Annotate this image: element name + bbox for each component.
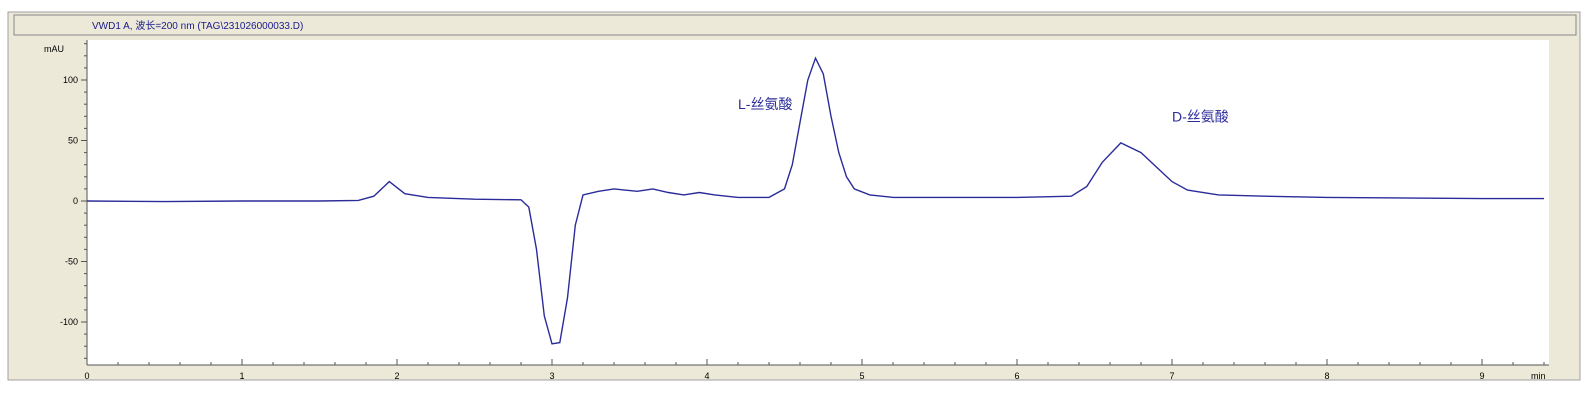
peak-label: D-丝氨酸 <box>1172 108 1229 124</box>
x-tick-label: 1 <box>239 371 244 381</box>
x-tick-label: 5 <box>859 371 864 381</box>
x-tick-label: 3 <box>549 371 554 381</box>
y-axis-label: mAU <box>44 44 64 54</box>
y-tick-label: 50 <box>68 136 78 146</box>
y-tick-label: -100 <box>60 317 78 327</box>
x-tick-label: 7 <box>1169 371 1174 381</box>
peak-label: L-丝氨酸 <box>738 96 792 112</box>
y-tick-label: 0 <box>73 196 78 206</box>
plot-area <box>87 40 1549 365</box>
x-tick-label: 6 <box>1014 371 1019 381</box>
x-tick-label: 2 <box>394 371 399 381</box>
x-axis-label: min <box>1531 371 1546 381</box>
x-tick-label: 0 <box>84 371 89 381</box>
title-bar <box>13 14 1577 36</box>
x-tick-label: 4 <box>704 371 709 381</box>
x-tick-label: 9 <box>1479 371 1484 381</box>
y-tick-label: -50 <box>65 257 78 267</box>
x-tick-label: 8 <box>1324 371 1329 381</box>
y-tick-label: 100 <box>63 75 78 85</box>
chart-title: VWD1 A, 波长=200 nm (TAG\231026000033.D) <box>92 19 303 32</box>
chromatogram-trace <box>86 56 1544 345</box>
